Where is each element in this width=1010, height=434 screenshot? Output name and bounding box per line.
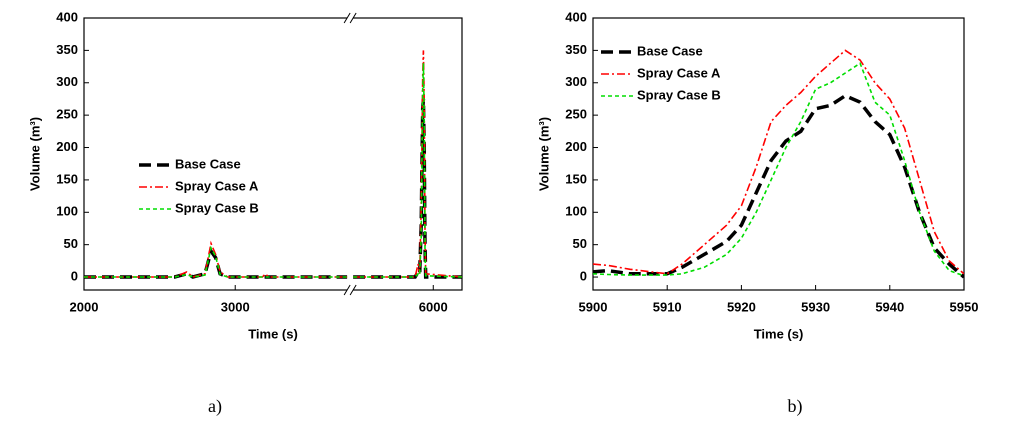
y-tick-label: 350: [565, 42, 587, 57]
y-tick-label: 350: [56, 42, 78, 57]
axis-break-gap: [347, 15, 354, 21]
y-tick-label: 0: [71, 268, 78, 283]
legend-label: Spray Case B: [637, 87, 721, 102]
caption: a): [208, 396, 222, 417]
x-axis-label: Time (s): [248, 326, 298, 341]
plot-frame: [592, 17, 965, 291]
legend-label: Spray Case B: [175, 200, 259, 215]
x-tick-label: 2000: [70, 299, 99, 314]
y-tick-label: 100: [565, 204, 587, 219]
plot-frame: [83, 17, 463, 291]
legend-label: Base Case: [175, 156, 241, 171]
x-tick-label: 5920: [727, 299, 756, 314]
x-tick-label: 5950: [950, 299, 979, 314]
chart: 0 50 100 150 200 250 300 350 400 5900 5910 5920 5930…: [536, 9, 978, 417]
axis-break-mark: [349, 12, 357, 24]
y-tick-label: 300: [565, 74, 587, 89]
x-tick-label: 5900: [579, 299, 608, 314]
x-tick-label: 5910: [653, 299, 682, 314]
x-tick-label: 5940: [875, 299, 904, 314]
y-tick-label: 200: [56, 139, 78, 154]
y-axis-label: Volume (m³): [536, 117, 551, 191]
y-tick-label: 50: [64, 236, 78, 251]
series-line: [593, 49, 964, 275]
legend-label: Spray Case A: [637, 65, 721, 80]
x-tick-label: 5930: [801, 299, 830, 314]
legend-label: Base Case: [637, 43, 703, 58]
x-axis-label: Time (s): [754, 326, 804, 341]
y-tick-label: 250: [565, 107, 587, 122]
legend-label: Spray Case A: [175, 178, 259, 193]
y-tick-label: 400: [56, 9, 78, 24]
caption: b): [788, 396, 803, 417]
axis-break-gap: [347, 287, 354, 293]
y-tick-label: 0: [580, 268, 587, 283]
axis-break-mark: [343, 12, 351, 24]
series-line: [84, 98, 462, 279]
x-tick-label: 6000: [419, 299, 448, 314]
y-tick-label: 400: [565, 9, 587, 24]
y-tick-label: 150: [565, 171, 587, 186]
x-tick-label: 3000: [221, 299, 250, 314]
series-line: [84, 63, 462, 278]
y-tick-label: 250: [56, 107, 78, 122]
y-tick-label: 300: [56, 74, 78, 89]
y-tick-label: 150: [56, 171, 78, 186]
y-tick-label: 200: [565, 139, 587, 154]
y-axis-label: Volume (m³): [27, 117, 42, 191]
series-line: [593, 62, 964, 277]
chart: 0 50 100 150 200 250 300 350 400 2000 3000 6000 Time…: [27, 9, 463, 417]
series-line: [593, 93, 964, 279]
y-tick-label: 100: [56, 204, 78, 219]
axis-break-mark: [343, 284, 351, 296]
axis-break-mark: [349, 284, 357, 296]
y-tick-label: 50: [573, 236, 587, 251]
